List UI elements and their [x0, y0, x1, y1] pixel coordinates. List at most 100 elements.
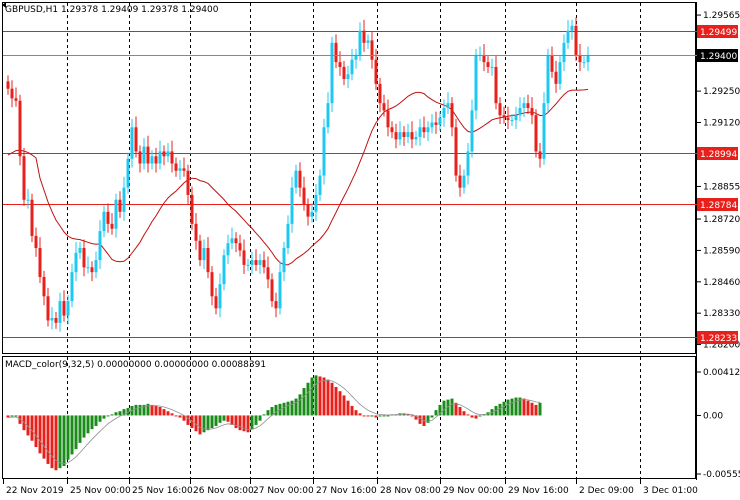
level-label-text: 1.29499 — [700, 28, 737, 38]
level-label-box — [697, 25, 738, 38]
candle-body — [234, 238, 238, 244]
candle-body — [550, 54, 554, 72]
macd-bar — [238, 415, 242, 431]
candle-body — [62, 301, 66, 316]
macd-bar — [506, 399, 510, 416]
macd-bar — [6, 415, 10, 418]
level-label-box — [697, 198, 738, 211]
macd-bar — [418, 415, 422, 424]
macd-bar — [186, 415, 190, 425]
macd-bar — [498, 403, 502, 416]
candle-body — [574, 25, 578, 55]
macd-bar — [334, 386, 338, 416]
macd-bar — [338, 391, 342, 416]
macd-bar — [306, 382, 310, 416]
macd-bar — [502, 401, 506, 416]
candle-body — [258, 260, 262, 265]
macd-bar — [326, 379, 330, 416]
macd-bar — [478, 415, 482, 417]
candle-body — [410, 132, 414, 140]
macd-bar — [78, 415, 82, 443]
candle-body — [226, 243, 230, 256]
macd-bar — [482, 414, 486, 416]
macd-bar — [446, 399, 450, 416]
macd-bar — [158, 407, 162, 416]
price-tick-label: 1.28720 — [703, 215, 740, 225]
candle-body — [430, 122, 434, 128]
candle-body — [486, 62, 490, 67]
candle-body — [158, 151, 162, 164]
candle-body — [538, 151, 542, 159]
candle-body — [566, 30, 570, 43]
candle-body — [330, 42, 334, 104]
candle-body — [74, 252, 78, 273]
candle-body — [58, 301, 62, 323]
macd-bar — [90, 415, 94, 430]
macd-bar — [66, 415, 70, 460]
candle-body — [414, 136, 418, 140]
macd-bar — [310, 377, 314, 416]
macd-bar — [82, 415, 86, 438]
candle-body — [326, 103, 330, 128]
macd-bar — [42, 415, 46, 459]
macd-bar — [202, 415, 206, 433]
candle-body — [274, 301, 278, 309]
candle-body — [38, 248, 42, 277]
macd-bar — [458, 407, 462, 416]
candle-body — [530, 108, 534, 116]
macd-bar — [318, 376, 322, 416]
macd-bar — [206, 415, 210, 431]
current-price-value: 1.29400 — [700, 52, 737, 62]
macd-bar — [298, 394, 302, 416]
candle-body — [162, 151, 166, 157]
candle-body — [578, 54, 582, 63]
candle-body — [554, 71, 558, 84]
macd-bar — [214, 415, 218, 426]
macd-bar — [226, 415, 230, 422]
macd-bar — [282, 402, 286, 416]
candle-body — [6, 81, 10, 89]
candle-body — [50, 318, 54, 321]
candle-body — [286, 223, 290, 248]
macd-bar — [414, 415, 418, 420]
candle-body — [494, 66, 498, 104]
time-tick-label: 2 Dec 09:00 — [579, 486, 634, 496]
macd-bar — [210, 415, 214, 429]
candle-body — [334, 42, 338, 63]
candle-body — [46, 296, 50, 321]
macd-bar — [146, 403, 150, 416]
candle-body — [282, 248, 286, 273]
candle-body — [66, 301, 70, 316]
price-tick-label: 1.29565 — [703, 11, 740, 21]
level-label-text: 1.28994 — [700, 150, 737, 160]
time-tick-label: 27 Nov 16:00 — [316, 486, 377, 496]
candle-body — [170, 151, 174, 164]
macd-bar — [366, 415, 370, 417]
candle-body — [154, 156, 158, 164]
macd-bar — [466, 414, 470, 416]
candle-body — [474, 54, 478, 111]
candle-body — [22, 156, 26, 200]
candle-body — [82, 248, 86, 268]
price-panel-frame — [2, 2, 696, 354]
price-tick-label: 1.28590 — [703, 246, 740, 256]
macd-bar — [362, 415, 366, 417]
macd-bar — [30, 415, 34, 441]
macd-bar — [50, 415, 54, 469]
candle-body — [586, 54, 590, 63]
candle-body — [322, 127, 326, 176]
time-tick-label: 22 Nov 2019 — [6, 486, 64, 496]
macd-bar — [386, 415, 390, 417]
price-tick-label: 1.28460 — [703, 278, 740, 288]
candle-body — [354, 54, 358, 60]
macd-bar — [150, 404, 154, 416]
price-tick-label: 1.28330 — [703, 309, 740, 319]
candle-body — [298, 170, 302, 188]
candle-body — [510, 120, 514, 122]
macd-bar — [410, 415, 414, 417]
macd-bar — [470, 415, 474, 418]
candle-body — [462, 175, 466, 188]
macd-bar — [134, 404, 138, 416]
